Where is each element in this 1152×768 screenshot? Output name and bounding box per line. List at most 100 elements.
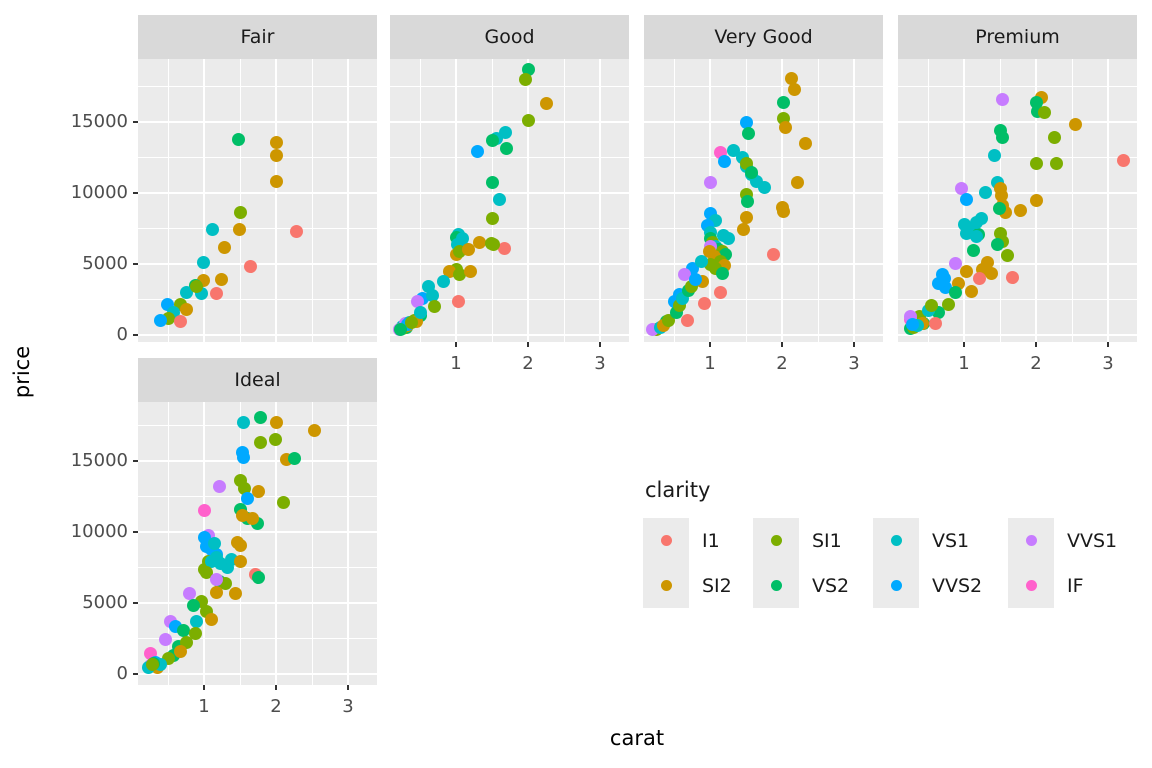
x-tick-mark — [599, 342, 601, 347]
gridline-major — [275, 59, 277, 342]
gridline-minor — [1071, 59, 1073, 342]
data-point — [1014, 204, 1028, 218]
gridline-minor — [898, 299, 1137, 300]
y-tick-mark — [133, 531, 138, 533]
data-point — [180, 635, 194, 649]
data-point — [413, 306, 427, 320]
data-point — [190, 279, 204, 293]
data-point — [969, 229, 983, 243]
facet-strip-premium: Premium — [898, 15, 1137, 59]
x-tick-mark — [1107, 342, 1109, 347]
y-tick-label: 10000 — [70, 182, 128, 203]
x-axis-title: carat — [609, 726, 665, 750]
x-tick-mark — [455, 342, 457, 347]
data-point — [234, 555, 248, 569]
gridline-major — [898, 334, 1137, 336]
facet-strip-label-premium: Premium — [975, 26, 1060, 48]
data-point — [486, 238, 500, 252]
y-tick-label: 0 — [116, 663, 128, 684]
legend-label-vs1: VS1 — [932, 529, 970, 552]
gridline-minor — [927, 59, 929, 342]
gridline-minor — [138, 638, 377, 639]
legend-point-icon-vvs1 — [1025, 535, 1037, 546]
data-point — [426, 289, 440, 303]
x-tick-mark — [1035, 342, 1037, 347]
data-point — [1117, 153, 1131, 167]
data-point — [694, 254, 708, 268]
y-tick-mark — [133, 192, 138, 194]
gridline-major — [138, 673, 377, 675]
data-point — [996, 130, 1010, 144]
y-tick-mark — [133, 602, 138, 604]
legend-point-icon-vvs2 — [890, 580, 902, 591]
data-point — [485, 175, 499, 189]
gridline-major — [138, 192, 377, 194]
data-point — [153, 314, 167, 328]
data-point — [966, 243, 980, 257]
x-tick-label: 3 — [342, 696, 354, 717]
x-tick-label: 3 — [1102, 353, 1114, 374]
facet-strip-label-very-good: Very Good — [714, 26, 813, 48]
facet-strip-label-ideal: Ideal — [234, 369, 281, 391]
data-point — [237, 481, 251, 495]
gridline-minor — [644, 299, 883, 300]
gridline-major — [455, 59, 457, 342]
gridline-minor — [390, 228, 629, 229]
data-point — [229, 586, 243, 600]
data-point — [906, 318, 920, 332]
x-tick-mark — [275, 685, 277, 690]
y-tick-label: 0 — [116, 324, 128, 345]
data-point — [925, 298, 939, 312]
data-point — [497, 241, 511, 255]
legend-point-icon-if — [1025, 580, 1037, 591]
data-point — [776, 96, 790, 110]
gridline-major — [644, 121, 883, 123]
y-tick-label: 5000 — [82, 253, 128, 274]
gridline-major — [138, 263, 377, 265]
data-point — [235, 508, 249, 522]
x-tick-mark — [709, 342, 711, 347]
data-point — [212, 479, 226, 493]
data-point — [996, 93, 1010, 107]
gridline-major — [138, 531, 377, 533]
data-point — [928, 316, 942, 330]
data-point — [290, 224, 304, 238]
y-tick-mark — [133, 460, 138, 462]
data-point — [253, 411, 267, 425]
legend-label-if: IF — [1067, 574, 1084, 597]
gridline-minor — [167, 59, 169, 342]
data-point — [276, 495, 290, 509]
data-point — [713, 285, 727, 299]
legend-label-vvs2: VVS2 — [932, 574, 983, 597]
data-point — [788, 83, 802, 97]
data-point — [209, 585, 223, 599]
gridline-minor — [644, 228, 883, 229]
gridline-minor — [138, 86, 377, 87]
gridline-minor — [644, 86, 883, 87]
y-tick-mark — [133, 673, 138, 675]
data-point — [492, 193, 506, 207]
x-tick-mark — [781, 342, 783, 347]
facet-panel-fair — [138, 59, 377, 342]
legend-label-si1: SI1 — [812, 529, 842, 552]
data-point — [990, 238, 1004, 252]
data-point — [252, 570, 266, 584]
data-point — [992, 202, 1006, 216]
data-point — [287, 451, 301, 465]
gridline-major — [275, 402, 277, 685]
gridline-minor — [138, 425, 377, 426]
x-tick-label: 3 — [848, 353, 860, 374]
data-point — [177, 624, 191, 638]
data-point — [145, 658, 159, 672]
data-point — [188, 627, 202, 641]
gridline-major — [644, 334, 883, 336]
data-point — [784, 72, 798, 86]
legend-point-icon-vs1 — [890, 535, 902, 546]
data-point — [206, 223, 220, 237]
data-point — [411, 295, 425, 309]
data-point — [1029, 156, 1043, 170]
legend-title: clarity — [645, 478, 711, 502]
gridline-minor — [167, 402, 169, 685]
gridline-major — [527, 59, 529, 342]
data-point — [932, 276, 946, 290]
